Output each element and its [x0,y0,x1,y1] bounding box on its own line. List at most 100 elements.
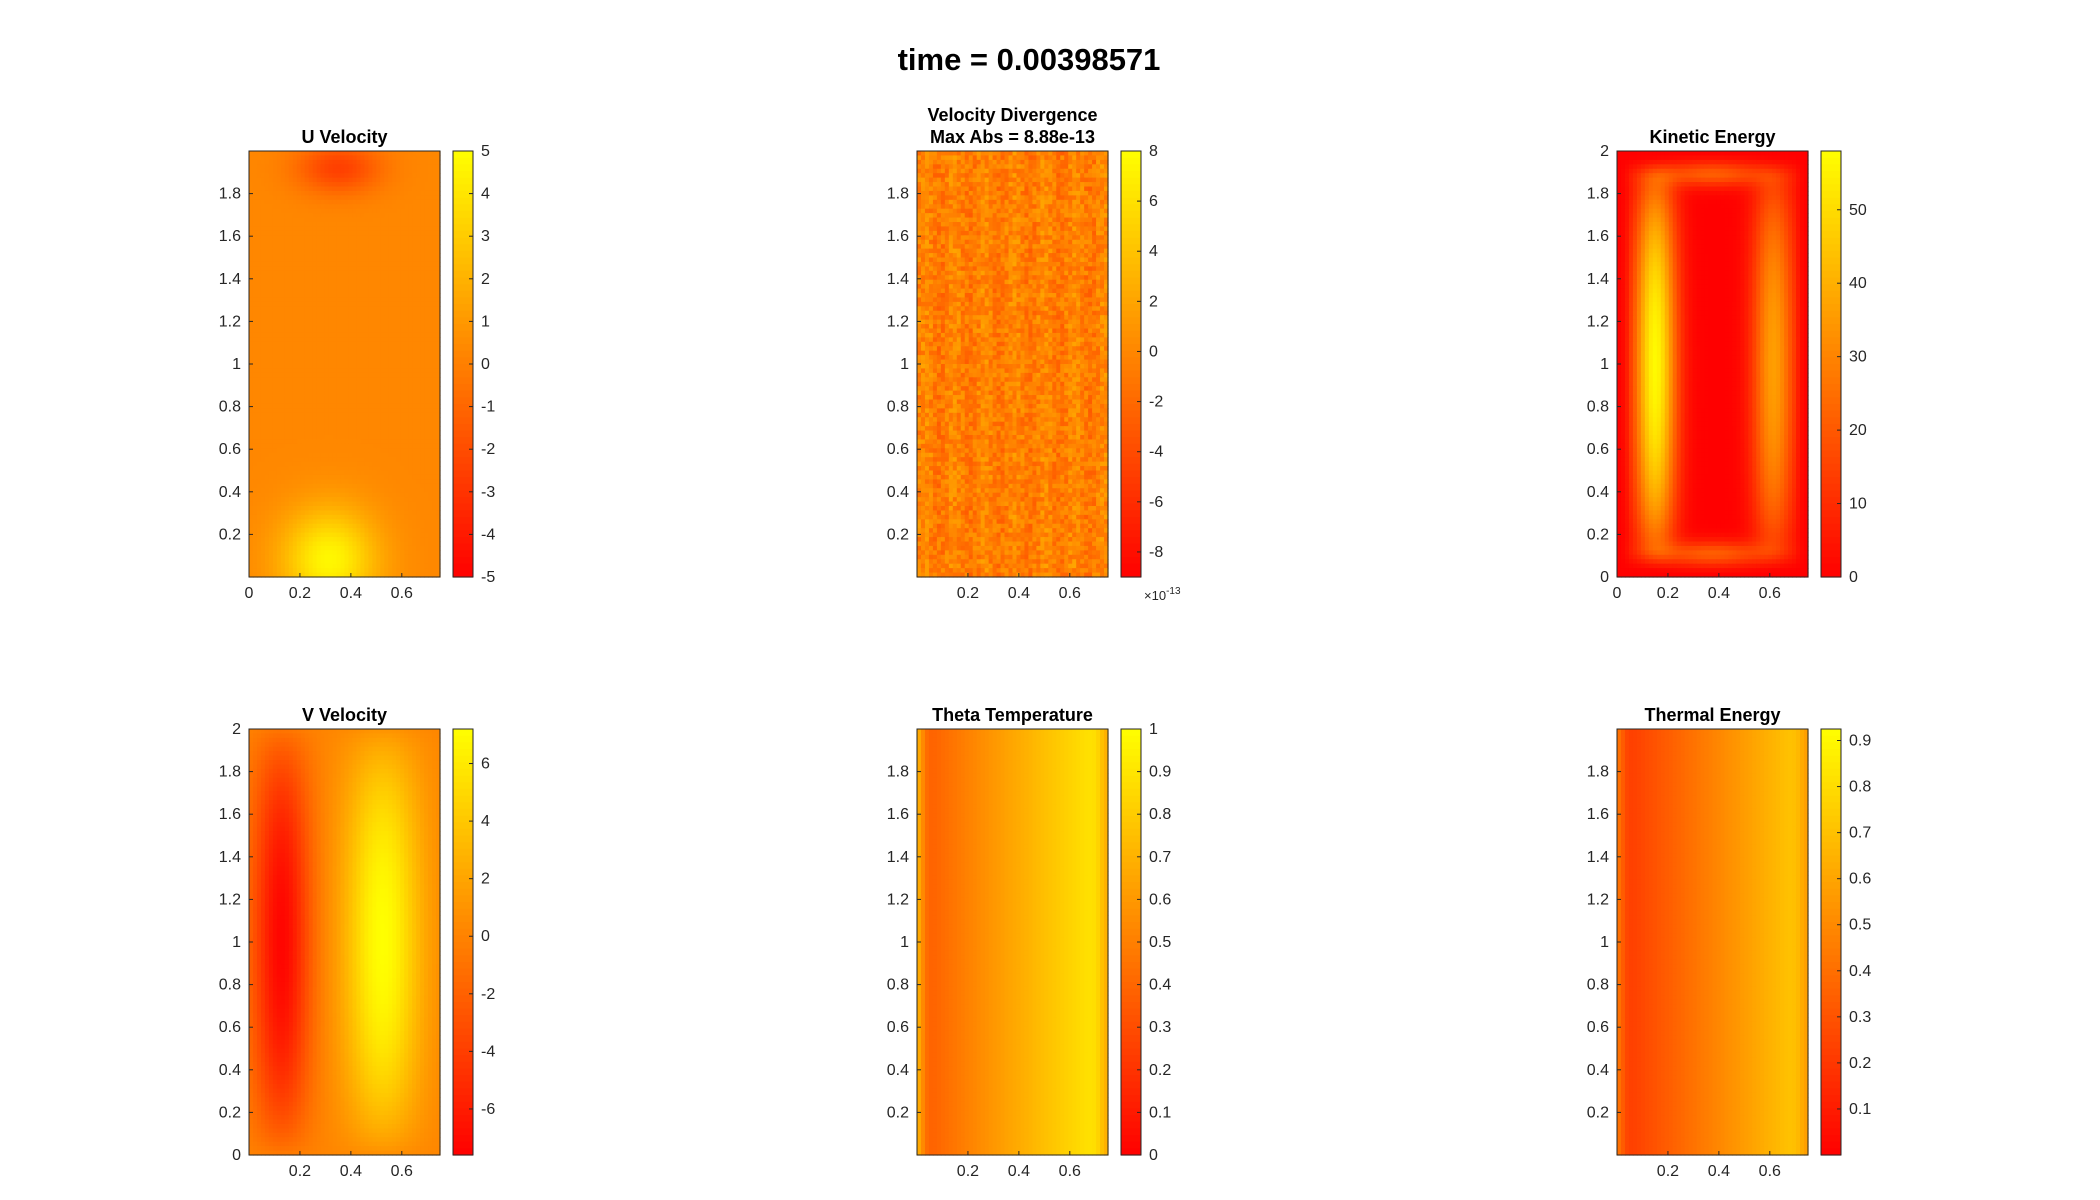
heatmap-cell [396,178,401,183]
heatmap-cell [408,510,413,515]
heatmap-cell [384,244,389,249]
heatmap-cell [380,280,385,285]
heatmap-cell [408,258,413,263]
heatmap-cell [301,235,306,240]
heatmap-cell [249,351,254,356]
heatmap-cell [325,457,330,462]
heatmap-cell [297,386,302,391]
heatmap-cell [313,457,318,462]
heatmap-cell [969,151,974,156]
heatmap-cell [424,453,429,458]
heatmap-cell [348,502,353,507]
heatmap-cell [424,479,429,484]
heatmap-cell [404,235,409,240]
heatmap-cell [408,329,413,334]
heatmap-cell [416,209,421,214]
heatmap-cell [1036,160,1041,165]
subplot-grid: U Velocity0 0.2 0.4 0.60.20.40.60.811.21.41… [219,105,1872,1180]
heatmap-cell [297,382,302,387]
heatmap-cell [321,218,326,223]
heatmap-cell [352,488,357,493]
heatmap-cell [337,258,342,263]
heatmap-cell [400,302,405,307]
heatmap-cell [428,360,433,365]
heatmap-cell [392,408,397,413]
heatmap-cell [253,209,258,214]
heatmap-cell [269,249,274,254]
heatmap-cell [281,351,286,356]
heatmap-cell [360,395,365,400]
heatmap-cell [329,253,334,258]
heatmap-cell [285,346,290,351]
heatmap-cell [428,542,433,547]
heatmap-cell [364,284,369,289]
heatmap-cell [329,293,334,298]
heatmap-cell [368,240,373,245]
heatmap-cell [408,284,413,289]
heatmap-cell [341,289,346,294]
heatmap-cell [253,311,258,316]
heatmap-cell [388,315,393,320]
heatmap-cell [420,191,425,196]
heatmap-cell [333,488,338,493]
heatmap-cell [356,284,361,289]
heatmap-cell [416,333,421,338]
heatmap-cell [297,453,302,458]
heatmap-cell [253,297,258,302]
heatmap-cell [364,515,369,520]
heatmap-cell [396,320,401,325]
heatmap-cell [309,209,314,214]
heatmap-cell [249,160,254,165]
heatmap-cell [341,373,346,378]
heatmap-cell [428,258,433,263]
heatmap-cell [376,506,381,511]
heatmap-cell [372,462,377,467]
heatmap-cell [428,524,433,529]
heatmap-cell [277,395,282,400]
heatmap-cell [313,519,318,524]
heatmap-cell [277,355,282,360]
heatmap-cell [257,564,262,569]
heatmap-cell [293,306,298,311]
heatmap-cell [253,471,258,476]
heatmap-cell [428,297,433,302]
heatmap-cell [384,262,389,267]
heatmap-cell [392,386,397,391]
heatmap-cell [341,431,346,436]
heatmap-cell [337,315,342,320]
heatmap-cell [392,151,397,156]
heatmap-cell [261,417,266,422]
heatmap-cell [428,320,433,325]
heatmap-cell [261,311,266,316]
heatmap-cell [360,479,365,484]
heatmap-cell [309,373,314,378]
heatmap-cell [337,191,342,196]
heatmap-cell [384,555,389,560]
heatmap-cell [309,284,314,289]
heatmap-cell [428,422,433,427]
heatmap-cell [1036,155,1041,160]
heatmap-cell [348,289,353,294]
heatmap-cell [293,444,298,449]
heatmap-cell [420,475,425,480]
heatmap-cell [416,475,421,480]
heatmap-cell [400,533,405,538]
heatmap-cell [400,431,405,436]
heatmap-cell [408,550,413,555]
heatmap-cell [289,204,294,209]
heatmap-cell [1060,169,1065,174]
heatmap-cell [301,249,306,254]
heatmap-cell [345,311,350,316]
heatmap-cell [289,564,294,569]
heatmap-cell [329,537,334,542]
heatmap-cell [257,182,262,187]
heatmap-cell [408,435,413,440]
heatmap-cell [289,329,294,334]
heatmap-cell [329,297,334,302]
heatmap-cell [249,395,254,400]
heatmap-cell [313,537,318,542]
heatmap-cell [273,542,278,547]
heatmap-cell [1056,169,1061,174]
heatmap-cell [929,160,934,165]
heatmap-cell [313,297,318,302]
